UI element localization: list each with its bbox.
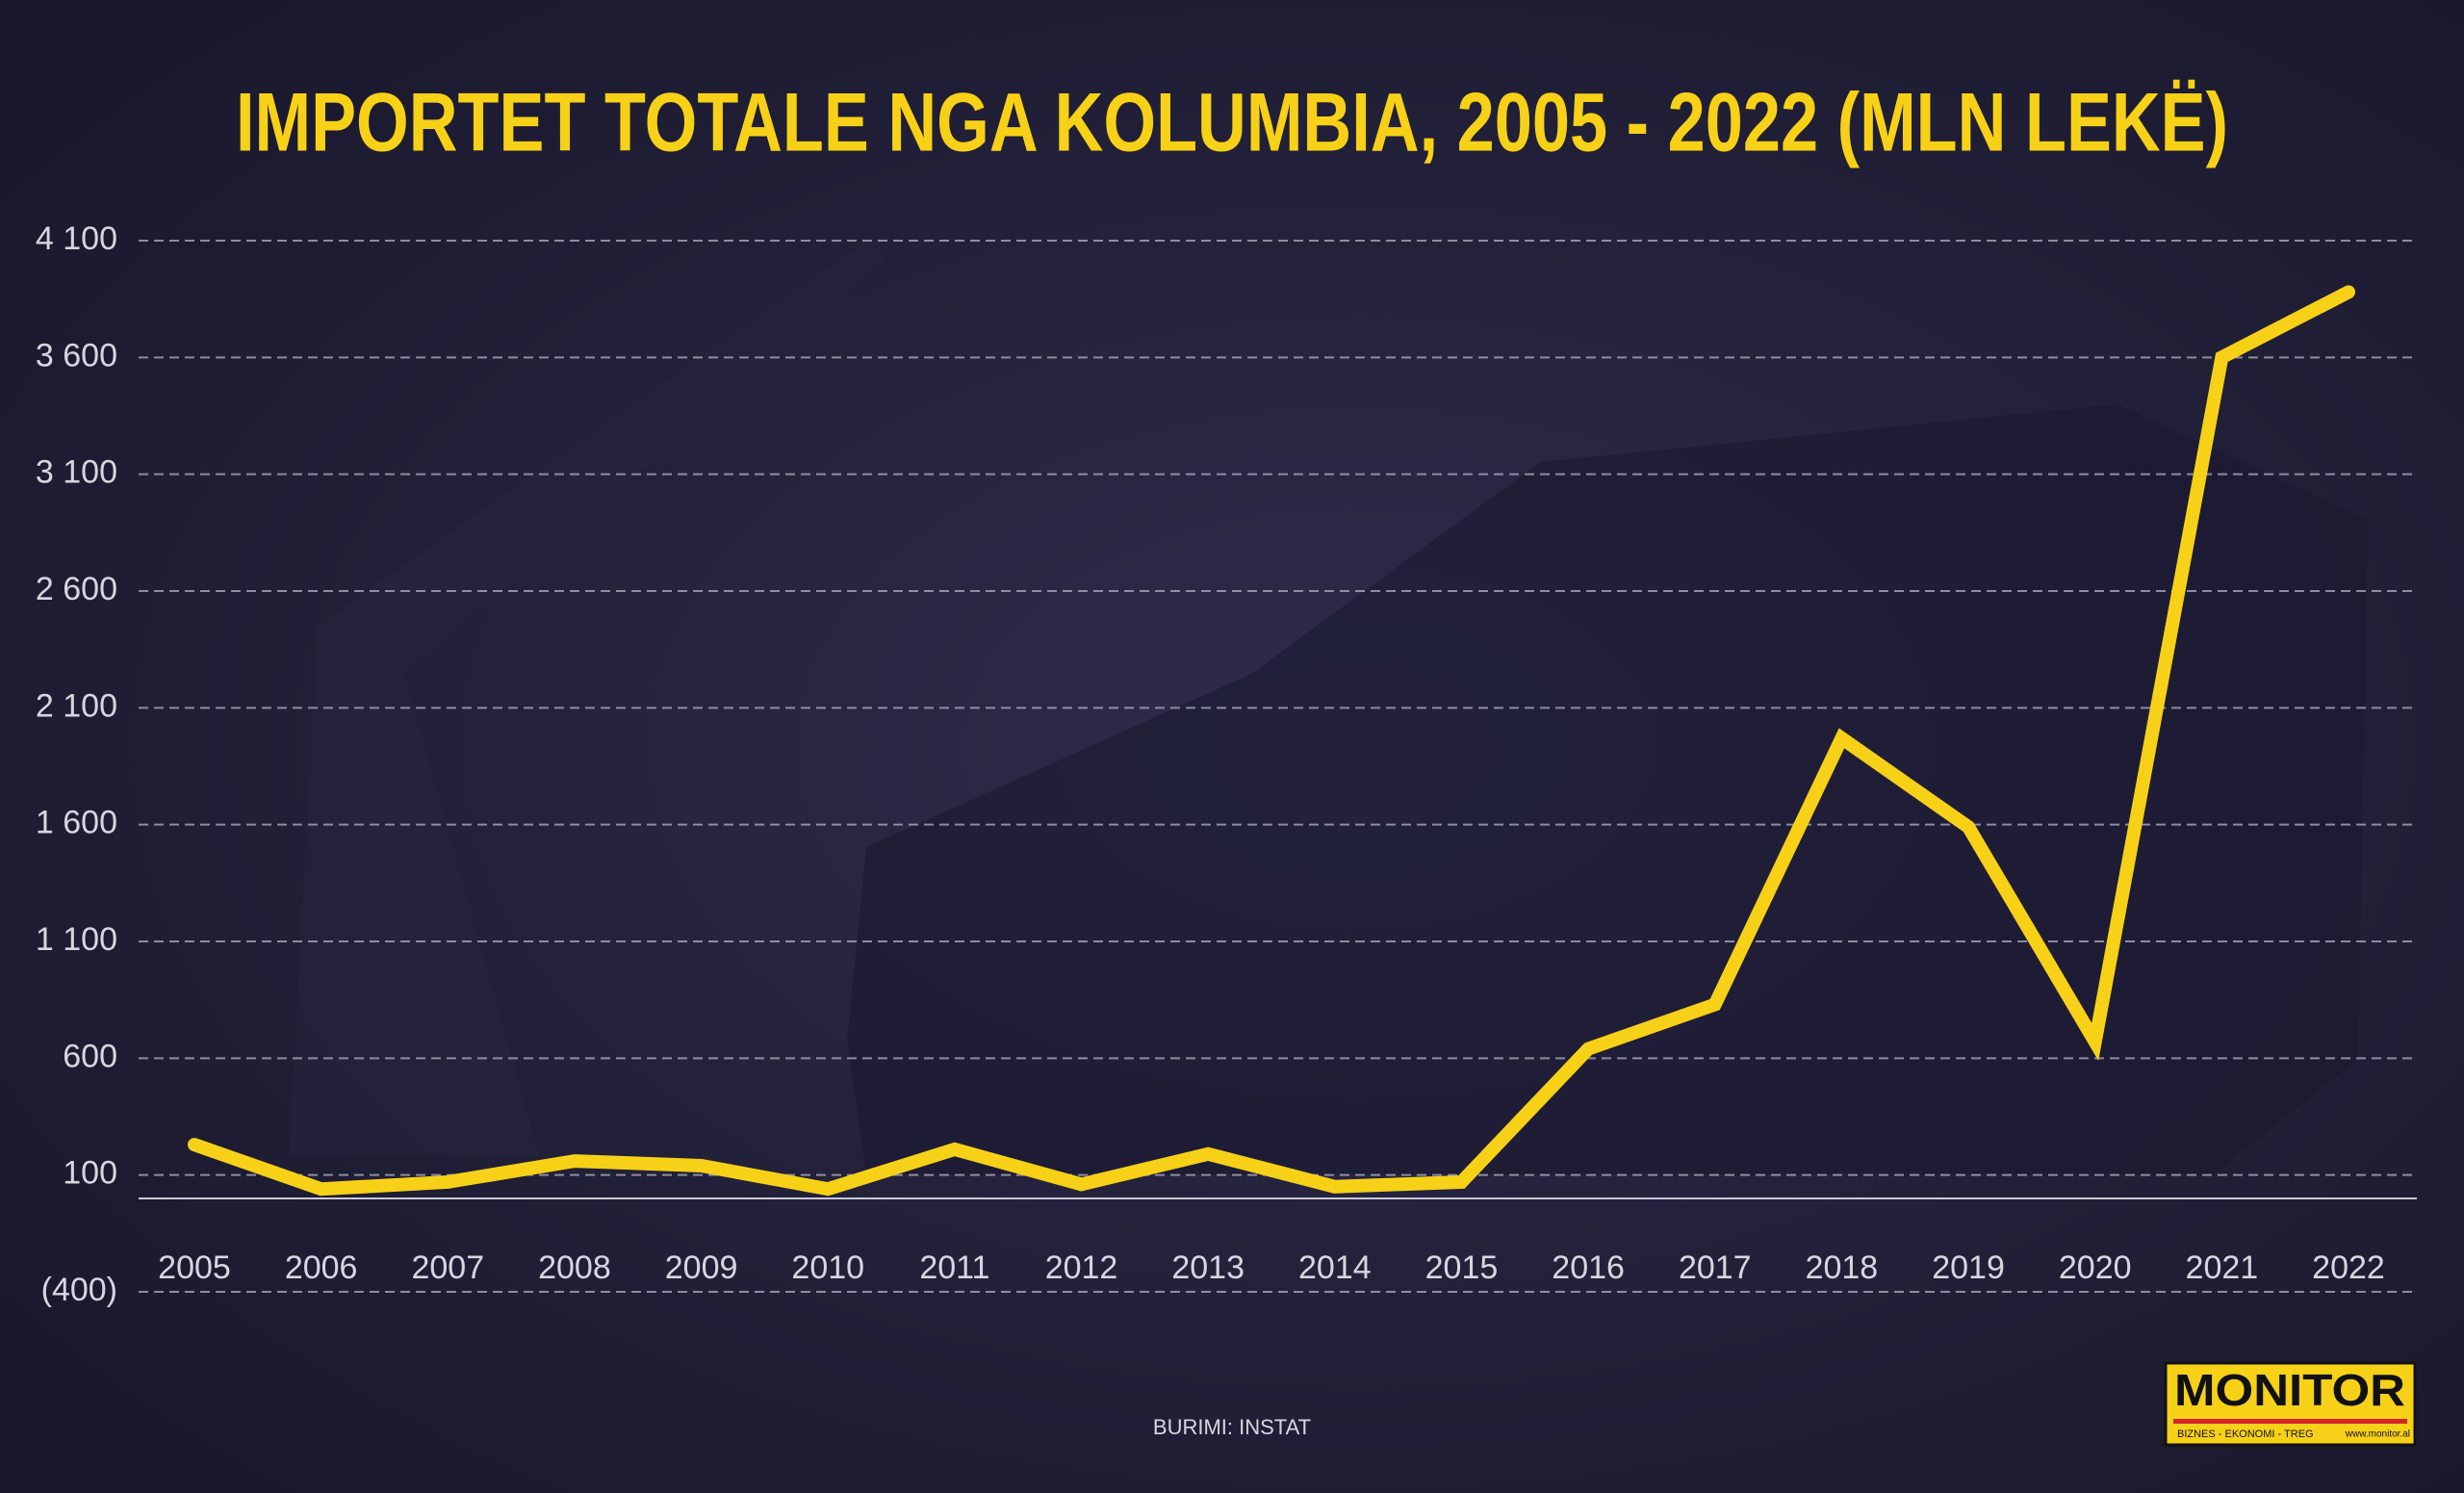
x-tick-label: 2006: [285, 1249, 358, 1286]
x-tick-label: 2019: [1932, 1249, 2005, 1286]
x-tick-label: 2022: [2312, 1249, 2385, 1286]
y-tick-label: 1 600: [36, 805, 117, 841]
x-tick-label: 2021: [2186, 1249, 2259, 1286]
x-tick-label: 2008: [538, 1249, 611, 1286]
x-tick-label: 2010: [791, 1249, 864, 1286]
y-tick-label: 100: [63, 1155, 117, 1192]
data-line: [188, 285, 2355, 1197]
logo-name: MONITOR: [2174, 1365, 2405, 1415]
x-tick-label: 2013: [1171, 1249, 1245, 1286]
y-tick-label: 3 600: [36, 337, 117, 373]
x-tick-label: 2016: [1552, 1249, 1625, 1286]
logo: MONITOR BIZNES - EKONOMI - TREG www.moni…: [2164, 1361, 2417, 1447]
x-tick-label: 2012: [1045, 1249, 1118, 1286]
x-tick-label: 2007: [411, 1249, 484, 1286]
x-tick-label: 2017: [1679, 1249, 1752, 1286]
y-tick-label: 600: [63, 1038, 117, 1074]
logo-tagline: BIZNES - EKONOMI - TREG: [2177, 1429, 2314, 1440]
x-tick-label: 2020: [2059, 1249, 2132, 1286]
y-tick-label: (400): [41, 1272, 117, 1308]
chart-title: IMPORTET TOTALE NGA KOLUMBIA, 2005 - 202…: [236, 77, 2228, 169]
x-tick-label: 2005: [158, 1249, 231, 1286]
y-tick-label: 1 100: [36, 921, 117, 958]
y-tick-label: 3 100: [36, 454, 117, 491]
crane-silhouette: [289, 241, 886, 1155]
logo-stripe: [2173, 1419, 2407, 1424]
source: BURIMI: INSTAT: [1153, 1415, 1311, 1439]
logo-url: www.monitor.al: [2345, 1429, 2410, 1440]
y-tick-label: 4 100: [36, 220, 117, 257]
x-tick-label: 2015: [1425, 1249, 1499, 1286]
y-tick-label: 2 600: [36, 571, 117, 607]
x-tick-label: 2009: [665, 1249, 738, 1286]
y-tick-label: 2 100: [36, 687, 117, 724]
x-tick-label: 2018: [1806, 1249, 1879, 1286]
x-tick-label: 2011: [919, 1249, 989, 1286]
x-tick-label: 2014: [1298, 1249, 1372, 1286]
ship-silhouette: [847, 404, 2368, 1174]
logo-box: [2164, 1361, 2417, 1447]
